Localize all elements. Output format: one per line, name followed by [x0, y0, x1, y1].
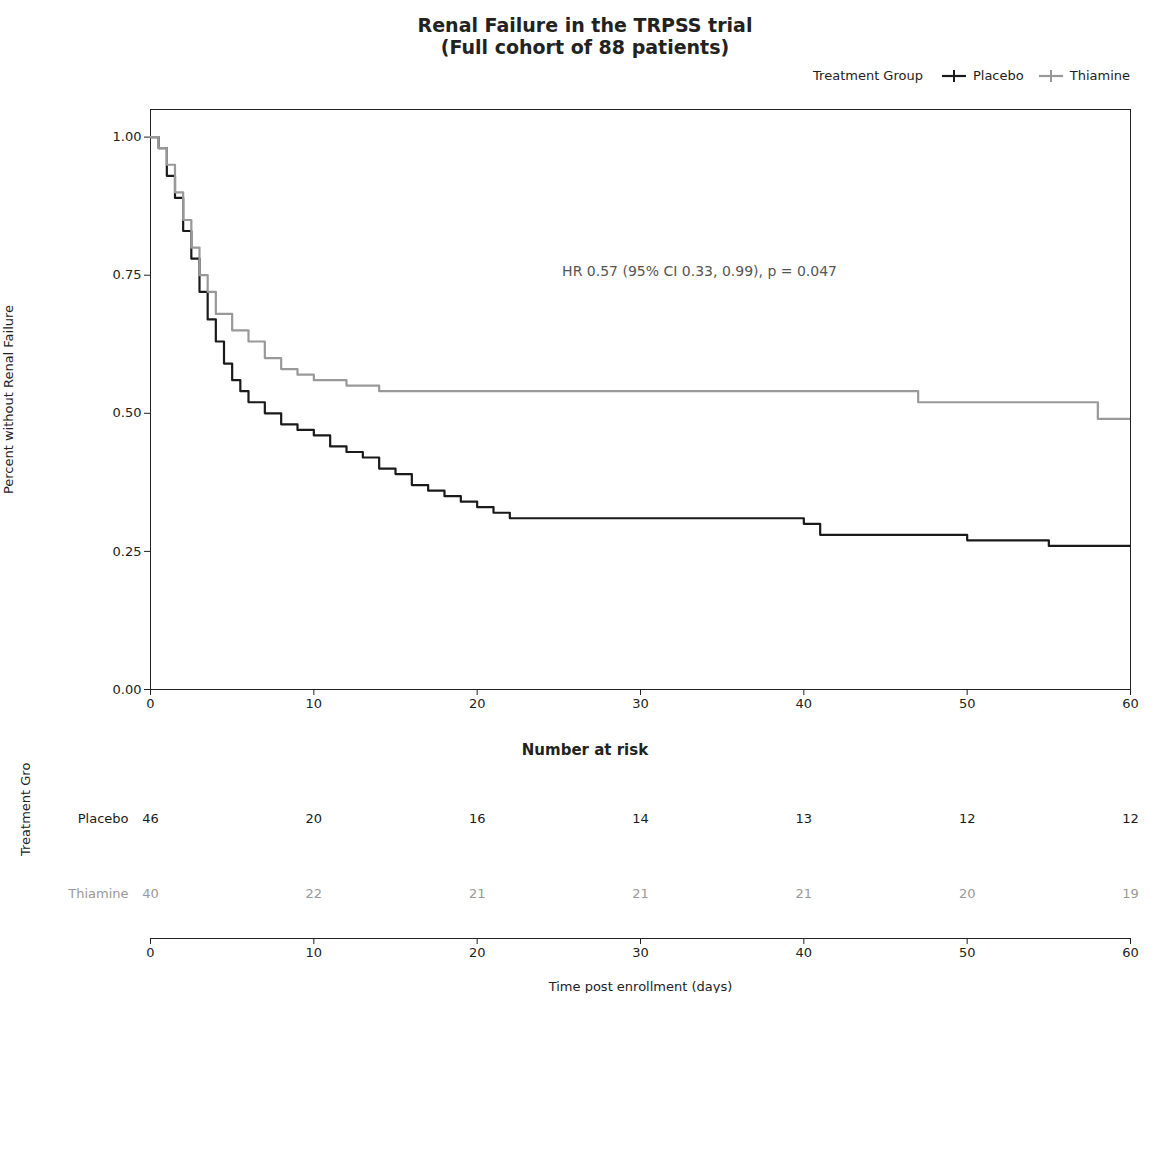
svg-text:60: 60: [1122, 945, 1139, 960]
svg-text:0.00: 0.00: [113, 682, 142, 697]
svg-text:0: 0: [146, 945, 154, 960]
svg-text:19: 19: [1122, 886, 1139, 901]
svg-text:60: 60: [1122, 696, 1139, 711]
html-text:Placebo: Placebo: [972, 68, 1024, 83]
svg-text:10: 10: [306, 696, 323, 711]
svg-text:10: 10: [306, 945, 323, 960]
svg-text:30: 30: [632, 696, 649, 711]
svg-text:Time post enrollment (days): Time post enrollment (days): [548, 979, 733, 994]
svg-text:1.00: 1.00: [113, 129, 142, 144]
svg-text:16: 16: [469, 811, 486, 826]
svg-text:14: 14: [632, 811, 649, 826]
html-text:Treatment Group: Treatment Group: [813, 68, 923, 83]
html-text:Renal Failure in the TRPSS tri: Renal Failure in the TRPSS trial: [417, 14, 753, 36]
html-text:Thiamine: Thiamine: [1069, 68, 1130, 83]
svg-text:40: 40: [796, 696, 813, 711]
svg-text:12: 12: [1122, 811, 1139, 826]
svg-text:21: 21: [632, 886, 649, 901]
svg-text:13: 13: [796, 811, 813, 826]
svg-text:20: 20: [469, 696, 486, 711]
svg-text:30: 30: [632, 945, 649, 960]
svg-text:50: 50: [959, 696, 976, 711]
svg-text:50: 50: [959, 945, 976, 960]
svg-text:40: 40: [796, 945, 813, 960]
svg-text:HR 0.57 (95% CI 0.33, 0.99), p: HR 0.57 (95% CI 0.33, 0.99), p = 0.047: [562, 263, 837, 279]
svg-text:Placebo: Placebo: [78, 811, 129, 826]
svg-text:12: 12: [959, 811, 976, 826]
svg-text:0.75: 0.75: [113, 267, 142, 282]
svg-text:20: 20: [959, 886, 976, 901]
svg-text:46: 46: [142, 811, 159, 826]
svg-text:20: 20: [306, 811, 323, 826]
svg-text:Thiamine: Thiamine: [67, 886, 128, 901]
svg-text:0.25: 0.25: [113, 544, 142, 559]
svg-text:Treatment Group: Treatment Group: [18, 763, 33, 857]
svg-text:0.50: 0.50: [113, 405, 142, 420]
svg-text:21: 21: [796, 886, 813, 901]
html-text:(Full cohort of 88 patients): (Full cohort of 88 patients): [440, 36, 730, 58]
html-text:Number at risk: Number at risk: [521, 741, 649, 759]
svg-text:40: 40: [142, 886, 159, 901]
svg-text:21: 21: [469, 886, 486, 901]
svg-text:Percent without Renal Failure: Percent without Renal Failure: [1, 305, 16, 494]
svg-text:22: 22: [306, 886, 323, 901]
svg-text:20: 20: [469, 945, 486, 960]
svg-text:0: 0: [146, 696, 154, 711]
